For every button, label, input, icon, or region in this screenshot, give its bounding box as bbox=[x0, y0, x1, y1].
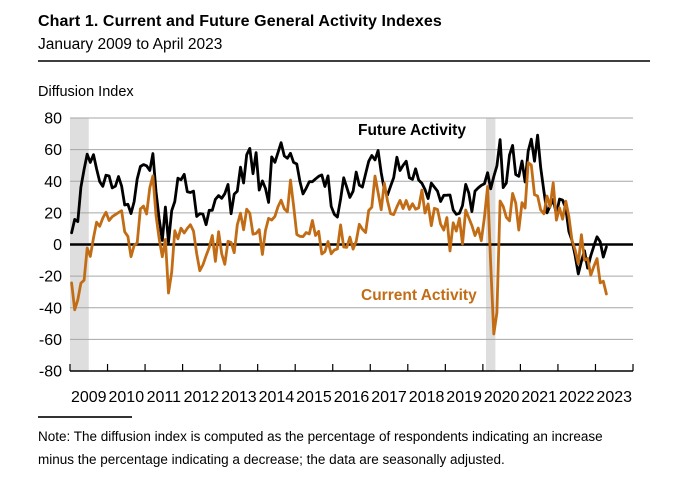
future-activity-line bbox=[70, 133, 608, 276]
y-axis-unit-label: Diffusion Index bbox=[38, 84, 134, 100]
x-tick-label: 2018 bbox=[409, 389, 445, 406]
current-activity-series-label: Current Activity bbox=[361, 287, 477, 304]
footnote-line-2: minus the percentage indicating a decrea… bbox=[38, 452, 505, 467]
chart-subtitle: January 2009 to April 2023 bbox=[38, 36, 223, 53]
y-tick-label: -20 bbox=[39, 269, 62, 286]
x-tick-label: 2009 bbox=[71, 389, 107, 406]
future-activity-series-label: Future Activity bbox=[358, 122, 466, 139]
x-tick-label: 2011 bbox=[147, 389, 182, 406]
y-tick-label: 40 bbox=[44, 174, 62, 191]
footnote-line-1: Note: The diffusion index is computed as… bbox=[38, 429, 603, 444]
y-tick-label: 0 bbox=[53, 237, 62, 254]
y-tick-label: 20 bbox=[44, 205, 62, 222]
y-tick-label: -60 bbox=[39, 332, 62, 349]
y-tick-label: -40 bbox=[39, 300, 62, 317]
title-divider-line bbox=[38, 60, 650, 62]
y-tick-label: -80 bbox=[39, 364, 62, 381]
x-tick-label: 2013 bbox=[221, 389, 257, 406]
y-tick-label: 80 bbox=[44, 111, 62, 128]
x-tick-label: 2021 bbox=[521, 389, 557, 406]
x-tick-label: 2017 bbox=[371, 389, 407, 406]
x-tick-label: 2019 bbox=[446, 389, 482, 406]
x-tick-label: 2015 bbox=[296, 389, 332, 406]
x-tick-label: 2023 bbox=[596, 389, 632, 406]
x-tick-label: 2014 bbox=[259, 389, 295, 406]
x-tick-label: 2020 bbox=[484, 389, 520, 406]
current-activity-line bbox=[70, 161, 608, 336]
chart-title: Chart 1. Current and Future General Acti… bbox=[38, 13, 442, 30]
y-tick-label: 60 bbox=[44, 142, 62, 159]
x-tick-label: 2010 bbox=[109, 389, 145, 406]
footnote: Note: The diffusion index is computed as… bbox=[38, 425, 656, 471]
x-tick-label: 2016 bbox=[334, 389, 370, 406]
x-tick-label: 2012 bbox=[184, 389, 220, 406]
footnote-divider-line bbox=[38, 416, 132, 418]
x-tick-label: 2022 bbox=[559, 389, 595, 406]
